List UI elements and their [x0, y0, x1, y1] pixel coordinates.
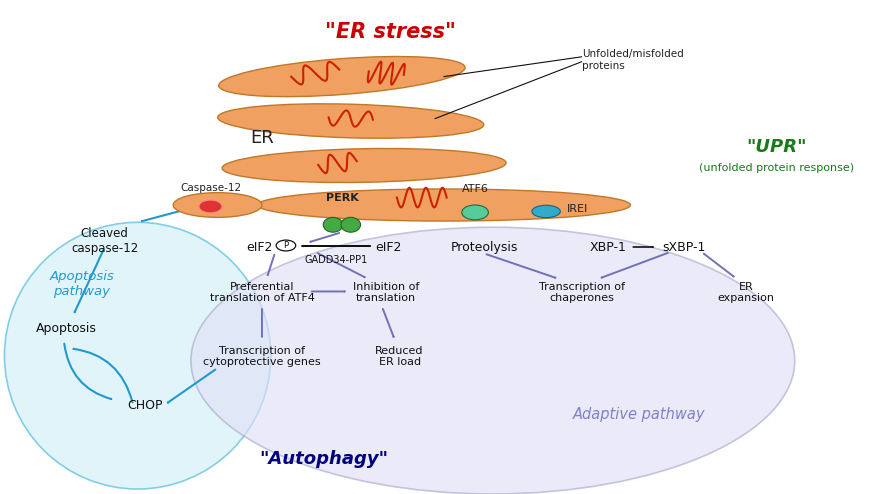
Text: (unfolded protein response): (unfolded protein response) — [700, 163, 854, 173]
Text: Cleaved
caspase-12: Cleaved caspase-12 — [71, 227, 139, 255]
Text: P: P — [283, 241, 289, 250]
Ellipse shape — [462, 205, 488, 220]
Text: Reduced
ER load: Reduced ER load — [376, 346, 424, 368]
Circle shape — [199, 200, 222, 213]
Text: ER
expansion: ER expansion — [718, 282, 774, 303]
Text: Adaptive pathway: Adaptive pathway — [573, 408, 706, 422]
Ellipse shape — [218, 56, 465, 97]
Text: CHOP: CHOP — [127, 399, 163, 412]
Text: ER: ER — [250, 129, 274, 147]
Ellipse shape — [532, 206, 560, 217]
Text: "UPR": "UPR" — [747, 138, 807, 156]
Ellipse shape — [323, 217, 343, 232]
Text: Caspase-12: Caspase-12 — [181, 183, 242, 193]
Text: IREI: IREI — [567, 205, 588, 214]
Text: Proteolysis: Proteolysis — [450, 241, 518, 253]
Text: Preferential
translation of ATF4: Preferential translation of ATF4 — [210, 282, 314, 303]
Ellipse shape — [173, 193, 262, 217]
Ellipse shape — [218, 104, 484, 138]
Text: "Autophagy": "Autophagy" — [259, 451, 389, 468]
Text: Transcription of
chaperones: Transcription of chaperones — [539, 282, 624, 303]
Text: Apoptosis
pathway: Apoptosis pathway — [50, 270, 114, 298]
Text: Apoptosis: Apoptosis — [36, 322, 97, 335]
Ellipse shape — [4, 222, 271, 489]
Text: eIF2: eIF2 — [376, 241, 402, 253]
Text: ATF6: ATF6 — [462, 184, 488, 194]
Ellipse shape — [341, 217, 361, 232]
Text: XBP-1: XBP-1 — [590, 241, 627, 253]
Ellipse shape — [222, 149, 506, 182]
Text: Transcription of
cytoprotective genes: Transcription of cytoprotective genes — [203, 346, 321, 368]
Text: Inhibition of
translation: Inhibition of translation — [353, 282, 419, 303]
Text: PERK: PERK — [326, 193, 358, 203]
Text: eIF2: eIF2 — [246, 241, 273, 253]
Circle shape — [276, 240, 296, 251]
Text: sXBP-1: sXBP-1 — [662, 241, 705, 253]
Ellipse shape — [258, 189, 630, 221]
Text: "ER stress": "ER stress" — [325, 22, 456, 42]
Text: Unfolded/misfolded
proteins: Unfolded/misfolded proteins — [582, 49, 684, 71]
Ellipse shape — [191, 227, 795, 494]
Text: GADD34-PP1: GADD34-PP1 — [304, 255, 368, 265]
